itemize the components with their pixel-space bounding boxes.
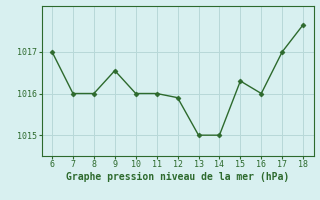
X-axis label: Graphe pression niveau de la mer (hPa): Graphe pression niveau de la mer (hPa) <box>66 172 289 182</box>
